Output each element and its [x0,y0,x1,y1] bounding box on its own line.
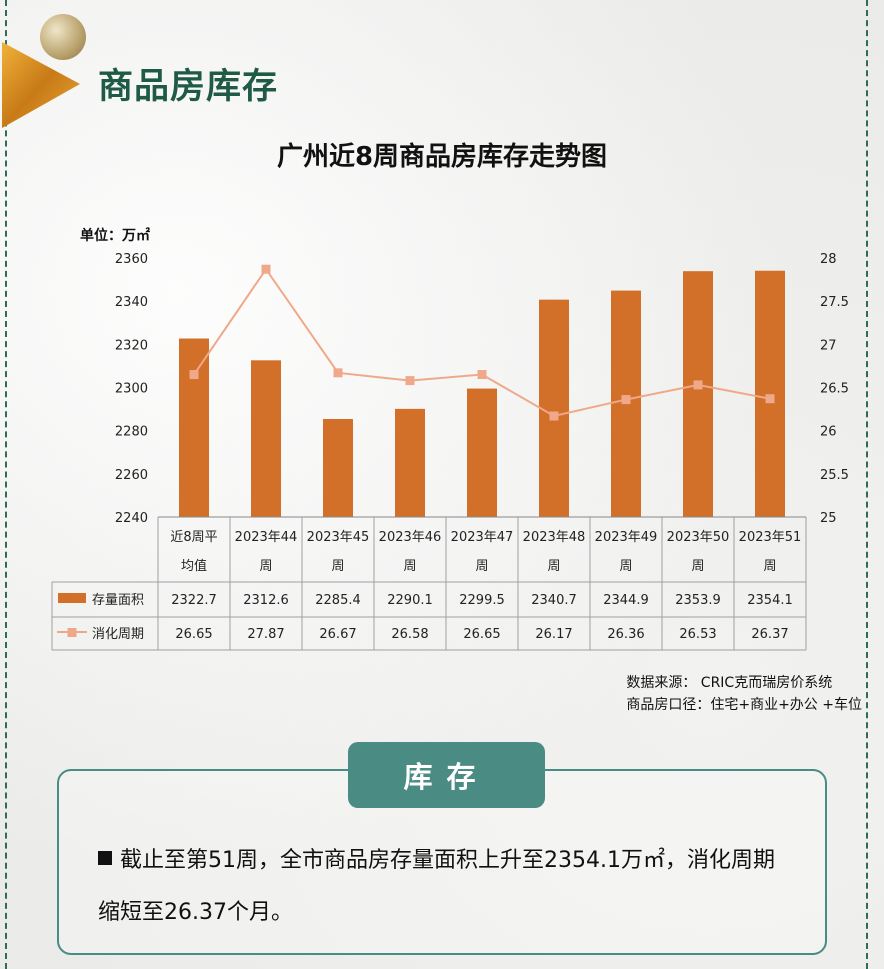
bar [179,338,209,517]
x-category-label: 近8周平 [170,530,217,545]
x-category-label: 2023年49 [595,530,658,545]
bullet-icon [98,851,112,865]
line-marker [189,370,199,380]
x-category-label: 2023年47 [451,530,514,545]
table-cell-cycle: 26.67 [319,627,356,642]
table-cell-cycle: 26.65 [175,627,212,642]
legend-swatch-marker [67,628,77,637]
table-cell-area: 2299.5 [459,593,505,608]
line-marker [405,376,415,386]
y-right-tick-label: 28 [820,252,837,267]
table-cell-cycle: 26.37 [751,627,788,642]
gold-triangle-decoration [2,42,80,128]
section-title: 商品房库存 [98,67,279,107]
unit-label: 单位：万㎡ [80,228,150,244]
table-cell-cycle: 26.53 [679,627,716,642]
y-left-tick-label: 2300 [115,382,148,397]
x-category-label: 均值 [181,558,207,574]
y-right-tick-label: 27.5 [820,295,849,310]
legend-label-bar: 存量面积 [92,593,144,608]
chart-title: 广州近8周商品房库存走势图 [276,142,608,172]
y-right-tick-label: 27 [820,338,837,353]
bar [467,388,497,517]
summary-badge: 库存 [348,742,545,808]
x-category-label: 周 [547,559,560,574]
table-cell-area: 2285.4 [315,593,361,608]
source-line-2: 商品房口径：住宅+商业+办公 +车位 [626,697,862,713]
line-marker [261,264,271,274]
bar [755,270,785,517]
table-cell-cycle: 26.65 [463,627,500,642]
table-cell-cycle: 26.58 [391,627,428,642]
table-cell-area: 2344.9 [603,593,649,608]
left-dashed-border [5,0,7,969]
y-left-tick-label: 2360 [115,252,148,267]
bar [683,271,713,517]
x-category-label: 2023年45 [307,530,370,545]
x-category-label: 周 [403,559,416,574]
table-cell-area: 2353.9 [675,593,721,608]
table-cell-cycle: 26.17 [535,627,572,642]
table-cell-area: 2312.6 [243,593,289,608]
y-left-tick-label: 2280 [115,425,148,440]
table-cell-area: 2322.7 [171,593,217,608]
line-marker [693,380,703,390]
legend-label-line: 消化周期 [92,627,144,642]
summary-sentence: 截止至第51周，全市商品房存量面积上升至2354.1万㎡，消化周期缩短至26.3… [98,848,775,925]
legend-swatch-bar [58,593,86,603]
bar [539,299,569,517]
x-category-label: 2023年51 [739,530,802,545]
x-category-label: 周 [619,559,632,574]
y-left-tick-label: 2320 [115,338,148,353]
x-category-label: 2023年44 [235,530,298,545]
line-marker [333,368,343,378]
y-right-tick-label: 26.5 [820,382,849,397]
y-right-tick-label: 25 [820,511,837,526]
y-right-tick-label: 25.5 [820,468,849,483]
gold-circle-decoration [40,14,86,60]
x-category-label: 周 [691,559,704,574]
table-cell-area: 2340.7 [531,593,577,608]
data-source-note: 数据来源： CRIC克而瑞房价系统 商品房口径：住宅+商业+办公 +车位 [626,672,862,716]
x-category-label: 周 [475,559,488,574]
line-marker [765,394,775,404]
table-cell-cycle: 26.36 [607,627,644,642]
y-left-tick-label: 2260 [115,468,148,483]
y-right-tick-label: 26 [820,425,837,440]
table-cell-area: 2354.1 [747,593,793,608]
x-category-label: 2023年46 [379,530,442,545]
x-category-label: 2023年48 [523,530,586,545]
line-marker [621,395,631,405]
y-left-tick-label: 2240 [115,511,148,526]
y-left-tick-label: 2340 [115,295,148,310]
bar [395,408,425,517]
table-cell-area: 2290.1 [387,593,433,608]
line-marker [549,411,559,421]
right-dashed-border [866,0,868,969]
source-line-1: 数据来源： CRIC克而瑞房价系统 [626,675,833,691]
line-marker [477,370,487,380]
x-category-label: 周 [331,559,344,574]
x-category-label: 周 [259,559,272,574]
bar [251,360,281,517]
summary-text: 截止至第51周，全市商品房存量面积上升至2354.1万㎡，消化周期缩短至26.3… [98,835,788,939]
bar [323,419,353,517]
table-cell-cycle: 27.87 [247,627,284,642]
x-category-label: 周 [763,559,776,574]
x-category-label: 2023年50 [667,530,730,545]
